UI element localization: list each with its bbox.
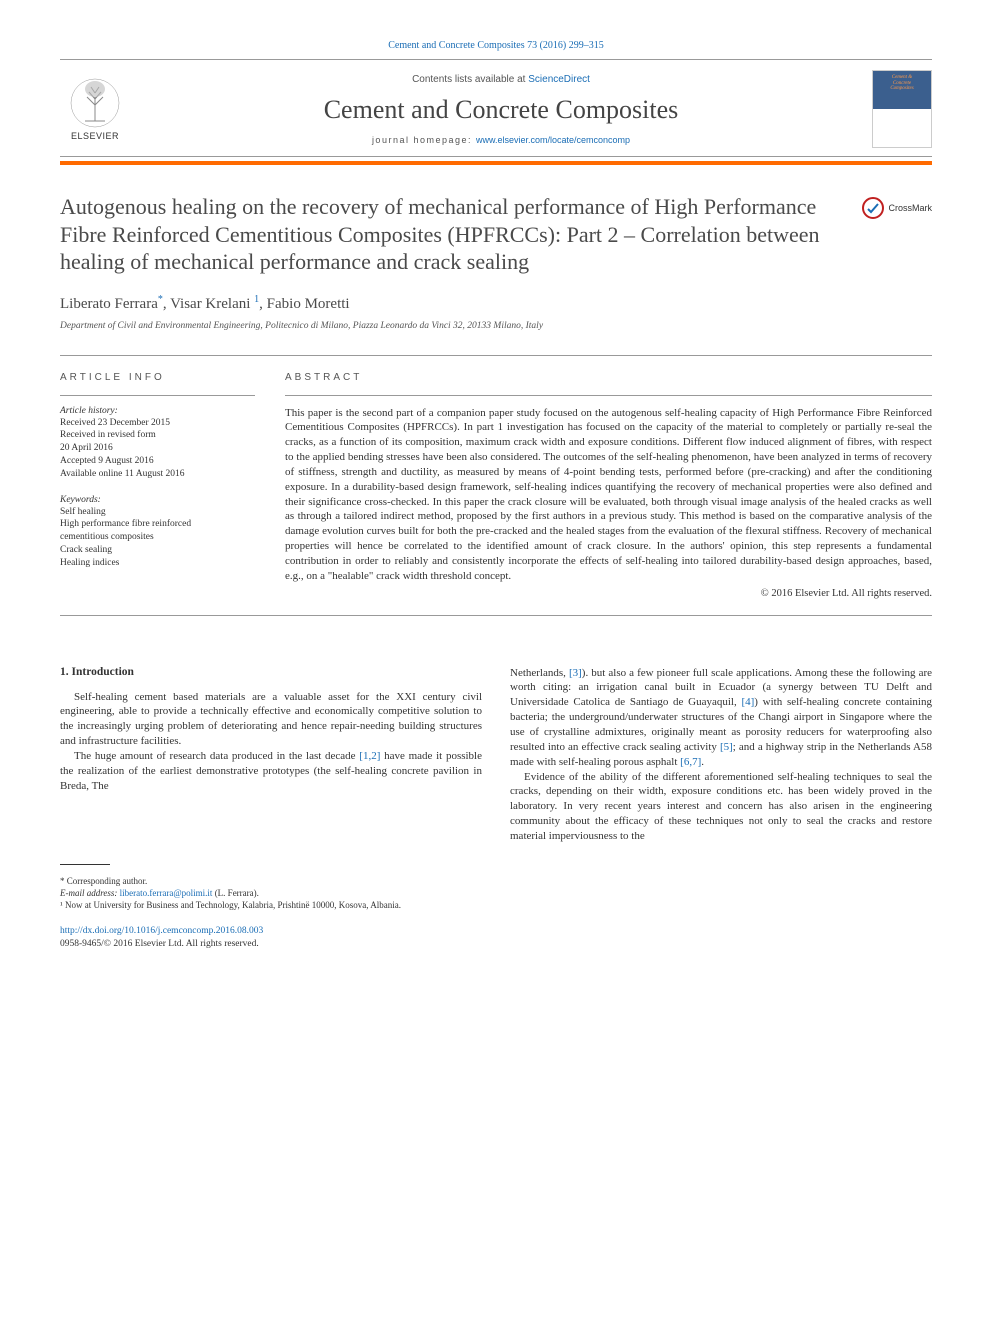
citation-link[interactable]: [1,2]: [359, 750, 380, 762]
history-label: Article history:: [60, 406, 255, 416]
keyword-item: Crack sealing: [60, 544, 255, 557]
doi-block: http://dx.doi.org/10.1016/j.cemconcomp.2…: [60, 925, 932, 952]
publisher-name: ELSEVIER: [60, 131, 130, 141]
author-2: Visar Krelani: [170, 296, 250, 312]
history-online: Available online 11 August 2016: [60, 468, 255, 481]
footnotes-block: * Corresponding author. E-mail address: …: [60, 875, 482, 911]
keywords-label: Keywords:: [60, 495, 255, 505]
author-affiliation-note: ¹ Now at University for Business and Tec…: [60, 899, 482, 911]
abstract-text: This paper is the second part of a compa…: [285, 406, 932, 584]
history-revised-1: Received in revised form: [60, 429, 255, 442]
citation-link[interactable]: [3]: [569, 667, 582, 679]
journal-name: Cement and Concrete Composites: [130, 95, 872, 125]
journal-cover-thumbnail: Cement & Concrete Composites: [872, 70, 932, 148]
sciencedirect-link[interactable]: ScienceDirect: [528, 74, 590, 85]
elsevier-logo: ELSEVIER: [60, 77, 130, 141]
abstract-column: abstract This paper is the second part o…: [285, 372, 932, 599]
article-info-heading: article info: [60, 372, 255, 383]
author-1: Liberato Ferrara: [60, 296, 158, 312]
body-paragraph: Evidence of the ability of the different…: [510, 770, 932, 844]
citation-link[interactable]: [5]: [720, 741, 733, 753]
meta-bottom-rule: [60, 615, 932, 616]
corresponding-author-note: * Corresponding author.: [60, 875, 482, 887]
keyword-item: Healing indices: [60, 557, 255, 570]
corr-author-marker[interactable]: *: [158, 294, 163, 305]
citation-link[interactable]: [6,7]: [680, 756, 701, 768]
elsevier-tree-icon: [69, 77, 121, 129]
meta-top-rule: [60, 355, 932, 356]
abstract-rule: [285, 395, 932, 396]
contents-available: Contents lists available at ScienceDirec…: [130, 74, 872, 85]
history-received: Received 23 December 2015: [60, 417, 255, 430]
crossmark-icon: [862, 197, 884, 219]
citation-link[interactable]: [4]: [741, 696, 754, 708]
footnote-divider: [60, 864, 110, 865]
history-accepted: Accepted 9 August 2016: [60, 455, 255, 468]
abstract-heading: abstract: [285, 372, 932, 383]
author-email-link[interactable]: liberato.ferrara@polimi.it: [120, 888, 213, 898]
section-heading-intro: 1. Introduction: [60, 666, 482, 678]
journal-header: ELSEVIER Contents lists available at Sci…: [60, 59, 932, 157]
body-paragraph: Netherlands, [3]). but also a few pionee…: [510, 666, 932, 770]
email-line: E-mail address: liberato.ferrara@polimi.…: [60, 887, 482, 899]
author-3: Fabio Moretti: [267, 296, 350, 312]
crossmark-label: CrossMark: [888, 203, 932, 213]
doi-link[interactable]: http://dx.doi.org/10.1016/j.cemconcomp.2…: [60, 926, 263, 936]
keyword-item: Self healing: [60, 506, 255, 519]
authors-list: Liberato Ferrara*, Visar Krelani 1, Fabi…: [60, 294, 932, 313]
keyword-item: cementitious composites: [60, 531, 255, 544]
author-note-marker[interactable]: 1: [254, 294, 259, 305]
top-citation: Cement and Concrete Composites 73 (2016)…: [60, 40, 932, 51]
journal-homepage: journal homepage: www.elsevier.com/locat…: [130, 135, 872, 145]
issn-line: 0958-9465/© 2016 Elsevier Ltd. All right…: [60, 939, 259, 949]
copyright-line: © 2016 Elsevier Ltd. All rights reserved…: [285, 588, 932, 599]
article-info-rule: [60, 395, 255, 396]
body-column-right: Netherlands, [3]). but also a few pionee…: [510, 666, 932, 911]
body-column-left: 1. Introduction Self-healing cement base…: [60, 666, 482, 911]
orange-divider: [60, 161, 932, 165]
article-info-column: article info Article history: Received 2…: [60, 372, 255, 599]
homepage-link[interactable]: www.elsevier.com/locate/cemconcomp: [476, 135, 630, 145]
body-paragraph: Self-healing cement based materials are …: [60, 690, 482, 749]
history-revised-2: 20 April 2016: [60, 442, 255, 455]
article-title: Autogenous healing on the recovery of me…: [60, 193, 850, 276]
affiliation: Department of Civil and Environmental En…: [60, 321, 932, 331]
crossmark-badge[interactable]: CrossMark: [862, 197, 932, 219]
keyword-item: High performance fibre reinforced: [60, 518, 255, 531]
body-paragraph: The huge amount of research data produce…: [60, 749, 482, 794]
